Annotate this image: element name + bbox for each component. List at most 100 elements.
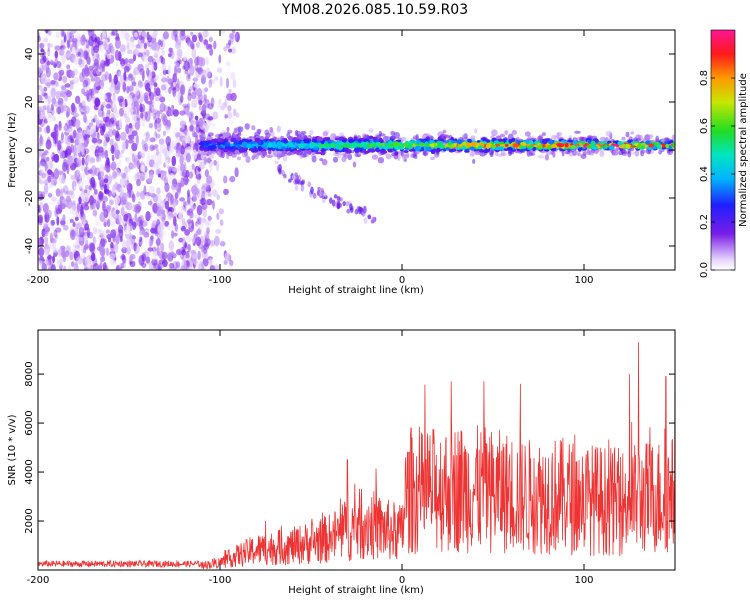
heatmap-cell bbox=[667, 141, 671, 144]
heatmap-cell bbox=[647, 134, 654, 140]
heatmap-cell bbox=[63, 125, 68, 131]
heatmap-cell bbox=[137, 41, 142, 49]
heatmap-cell bbox=[186, 209, 190, 216]
heatmap-cell bbox=[459, 143, 463, 148]
heatmap-cell bbox=[155, 133, 161, 139]
heatmap-cell bbox=[65, 250, 70, 258]
heatmap-cell bbox=[43, 86, 48, 92]
heatmap-cell bbox=[58, 103, 65, 114]
heatmap-cell bbox=[283, 173, 287, 179]
snr-ticks: -200 -100 0 100 2000 4000 6000 8000 bbox=[24, 330, 675, 586]
heatmap-cell bbox=[160, 57, 166, 65]
heatmap-cell bbox=[185, 200, 191, 206]
heatmap-cell bbox=[39, 42, 45, 49]
heatmap-cell bbox=[187, 73, 191, 79]
heatmap-cell bbox=[126, 184, 131, 192]
heatmap-cell bbox=[221, 102, 227, 107]
heatmap-cell bbox=[108, 73, 112, 83]
heatmap-cell bbox=[91, 118, 96, 123]
heatmap-cell bbox=[168, 86, 172, 95]
heatmap-cell bbox=[191, 219, 194, 230]
heatmap-cell bbox=[114, 38, 121, 49]
heatmap-cell bbox=[101, 30, 107, 42]
heatmap-cell bbox=[191, 149, 198, 160]
heatmap-cell bbox=[351, 142, 357, 147]
heatmap-cell bbox=[50, 263, 56, 270]
heatmap-cell bbox=[212, 189, 218, 198]
heatmap-cell bbox=[144, 49, 150, 57]
heatmap-cell bbox=[84, 118, 89, 125]
heatmap-cell bbox=[439, 133, 447, 140]
heatmap-cell bbox=[294, 129, 299, 137]
heatmap-cell bbox=[156, 121, 162, 133]
heatmap-cell bbox=[295, 146, 300, 149]
heatmap-cell bbox=[223, 188, 229, 196]
heatmap-cell bbox=[43, 185, 49, 195]
heatmap-cell bbox=[141, 220, 148, 227]
heatmap-cell bbox=[118, 153, 123, 159]
heatmap-cell bbox=[70, 174, 76, 181]
heatmap-cell bbox=[205, 184, 212, 193]
heatmap-cell bbox=[77, 129, 84, 139]
heatmap-cell bbox=[160, 188, 166, 194]
heatmap-cell bbox=[186, 219, 192, 225]
heatmap-cell bbox=[85, 239, 89, 250]
heatmap-cell bbox=[233, 127, 238, 133]
heatmap-cell bbox=[208, 36, 213, 43]
heatmap-cell bbox=[292, 175, 296, 180]
heatmap-cell bbox=[109, 138, 114, 147]
heatmap-cell bbox=[199, 152, 206, 155]
heatmap-cell bbox=[295, 139, 301, 144]
heatmap-cell bbox=[119, 44, 126, 52]
y-tick-label: 8000 bbox=[24, 361, 35, 386]
heatmap-cell bbox=[471, 141, 477, 147]
heatmap-cell bbox=[142, 145, 146, 151]
heatmap-cell bbox=[326, 146, 332, 149]
heatmap-cell bbox=[285, 149, 291, 152]
heatmap-cell bbox=[173, 93, 178, 101]
heatmap-cell bbox=[95, 133, 100, 140]
heatmap-cell bbox=[45, 82, 52, 87]
heatmap-cell bbox=[149, 144, 155, 152]
heatmap-cell bbox=[92, 227, 98, 235]
heatmap-cell bbox=[103, 141, 107, 152]
heatmap-cell bbox=[524, 131, 531, 137]
heatmap-cell bbox=[84, 185, 90, 190]
heatmap-cell bbox=[160, 40, 164, 48]
heatmap-cell bbox=[131, 114, 137, 121]
heatmap-cell bbox=[420, 147, 425, 152]
heatmap-cell bbox=[129, 256, 133, 262]
heatmap-cell bbox=[56, 106, 62, 115]
heatmap-cell bbox=[551, 144, 558, 149]
heatmap-cell bbox=[342, 153, 347, 157]
heatmap-cell bbox=[425, 146, 432, 151]
heatmap-cell bbox=[474, 128, 478, 134]
heatmap-cell bbox=[261, 151, 268, 156]
heatmap-cell bbox=[212, 123, 216, 128]
heatmap-cell bbox=[521, 141, 526, 147]
heatmap-cell bbox=[125, 39, 132, 45]
heatmap-cell bbox=[55, 188, 61, 197]
heatmap-cell bbox=[67, 155, 73, 166]
heatmap-cell bbox=[38, 193, 44, 201]
heatmap-cell bbox=[58, 61, 62, 69]
heatmap-cell bbox=[39, 168, 44, 177]
heatmap-cell bbox=[140, 112, 144, 119]
heatmap-cell bbox=[184, 229, 191, 236]
heatmap-cell bbox=[60, 30, 65, 38]
heatmap-cell bbox=[181, 217, 186, 226]
heatmap-cell bbox=[234, 31, 240, 43]
heatmap-cell bbox=[139, 229, 145, 236]
heatmap-cell bbox=[124, 32, 130, 41]
heatmap-cell bbox=[119, 117, 122, 129]
heatmap-cell bbox=[511, 137, 516, 142]
heatmap-cell bbox=[135, 44, 140, 49]
heatmap-cell bbox=[101, 248, 105, 259]
heatmap-cell bbox=[167, 64, 172, 76]
heatmap-cell bbox=[160, 84, 167, 91]
heatmap-cell bbox=[158, 159, 164, 171]
heatmap-cell bbox=[100, 256, 106, 263]
heatmap-cell bbox=[241, 141, 248, 146]
snr-frame bbox=[37, 329, 676, 571]
heatmap-cell bbox=[303, 150, 309, 155]
